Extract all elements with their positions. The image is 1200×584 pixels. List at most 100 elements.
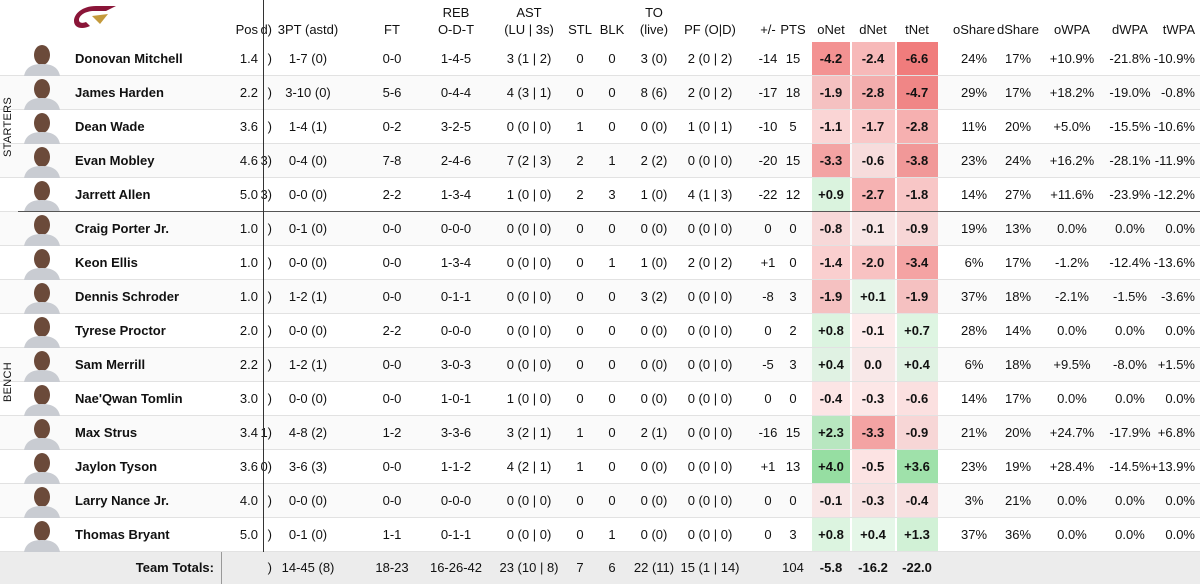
stat-cell: -14 bbox=[758, 51, 778, 66]
stat-cell: 0-1-1 bbox=[440, 527, 472, 542]
net-cell-bg bbox=[852, 280, 895, 313]
clipped-cell: ) bbox=[267, 527, 272, 542]
stat-cell: 0 (0 | 0) bbox=[687, 357, 733, 372]
player-name: Tyrese Proctor bbox=[75, 323, 166, 338]
net-value: -3.4 bbox=[905, 255, 929, 270]
stat-cell: 5.0 bbox=[239, 187, 258, 202]
net-cell-bg bbox=[812, 348, 850, 381]
player-row bbox=[0, 246, 1200, 280]
stat-cell: 2 (0 | 2) bbox=[687, 85, 733, 100]
player-name: Sam Merrill bbox=[75, 357, 146, 372]
player-row bbox=[0, 42, 1200, 76]
stat-cell: 19% bbox=[960, 221, 988, 236]
stat-cell: 0 (0 | 0) bbox=[506, 119, 552, 134]
stat-cell: 0-0 (0) bbox=[288, 493, 328, 508]
column-header: tNet bbox=[905, 22, 929, 37]
stat-cell: 2-4-6 bbox=[440, 153, 472, 168]
net-cell-bg bbox=[897, 144, 938, 177]
player-name: James Harden bbox=[75, 85, 164, 100]
net-value: -0.4 bbox=[819, 391, 843, 406]
stat-cell: 0 bbox=[764, 323, 772, 338]
stat-cell: 17% bbox=[1004, 391, 1032, 406]
player-name: Dean Wade bbox=[75, 119, 145, 134]
stat-cell: -16 bbox=[758, 425, 778, 440]
player-name: Dennis Schroder bbox=[75, 289, 180, 304]
stat-cell: +24.7% bbox=[1049, 425, 1095, 440]
stat-cell: 1-2 (1) bbox=[288, 357, 328, 372]
stat-cell: 0-0-0 bbox=[440, 493, 472, 508]
stat-cell: 0.0% bbox=[1165, 391, 1195, 406]
stat-cell: 3.6 bbox=[239, 459, 258, 474]
stat-cell: 0-0 bbox=[382, 255, 402, 270]
column-header: (live) bbox=[639, 22, 669, 37]
stat-cell: -12.4% bbox=[1109, 255, 1151, 270]
stat-cell: 2 bbox=[576, 153, 584, 168]
net-value: -0.8 bbox=[819, 221, 843, 236]
net-cell-bg bbox=[897, 212, 938, 245]
column-header: (LU | 3s) bbox=[504, 22, 554, 37]
stat-cell: 0 bbox=[608, 391, 616, 406]
stat-cell: 4.0 bbox=[239, 493, 258, 508]
column-header: FT bbox=[384, 22, 400, 37]
stat-cell: 0 bbox=[608, 493, 616, 508]
column-header: PF (O|D) bbox=[684, 22, 736, 37]
net-cell-bg bbox=[812, 42, 850, 75]
stat-cell: 0 (0) bbox=[640, 527, 668, 542]
stat-cell: 0.0% bbox=[1115, 391, 1145, 406]
stat-cell: 0.0% bbox=[1165, 221, 1195, 236]
stat-cell: 0.0% bbox=[1165, 323, 1195, 338]
stat-cell: 3 bbox=[789, 289, 797, 304]
stat-cell: 2 (2) bbox=[640, 153, 668, 168]
totals-cell: -16.2 bbox=[858, 560, 888, 575]
net-cell-bg bbox=[852, 484, 895, 517]
net-cell-bg bbox=[852, 382, 895, 415]
net-cell-bg bbox=[812, 314, 850, 347]
net-value: -4.2 bbox=[819, 51, 843, 66]
stat-cell: -28.1% bbox=[1109, 153, 1151, 168]
stat-cell: 24% bbox=[1004, 153, 1032, 168]
stat-cell: 0-0 bbox=[382, 459, 402, 474]
stat-cell: 1.0 bbox=[239, 255, 258, 270]
stat-cell: 0-0 bbox=[382, 357, 402, 372]
net-value: -3.3 bbox=[861, 425, 885, 440]
totals-cell: -22.0 bbox=[902, 560, 932, 575]
stat-cell: 2 (1) bbox=[640, 425, 668, 440]
stat-cell: -20 bbox=[758, 153, 778, 168]
net-cell-bg bbox=[897, 246, 938, 279]
stat-cell: 0 (0 | 0) bbox=[506, 255, 552, 270]
stat-cell: -23.9% bbox=[1109, 187, 1151, 202]
net-cell-bg bbox=[812, 518, 850, 551]
stat-cell: 1-1 bbox=[382, 527, 402, 542]
player-photo bbox=[24, 45, 60, 76]
stat-cell: 28% bbox=[960, 323, 988, 338]
totals-cell: 104 bbox=[782, 560, 804, 575]
player-photo bbox=[24, 147, 60, 178]
stat-cell: 11% bbox=[961, 119, 987, 134]
net-value: -0.1 bbox=[861, 221, 885, 236]
clipped-cell: 3) bbox=[260, 153, 272, 168]
stat-cell: 17% bbox=[1004, 255, 1032, 270]
stat-cell: 1-7 (0) bbox=[288, 51, 328, 66]
net-value: -1.1 bbox=[819, 119, 843, 134]
net-cell-bg bbox=[897, 314, 938, 347]
net-value: 0.0 bbox=[863, 357, 883, 372]
player-photo bbox=[24, 521, 60, 552]
stat-cell: 0 bbox=[789, 493, 797, 508]
net-cell-bg bbox=[852, 314, 895, 347]
player-photo bbox=[24, 249, 60, 280]
clipped-cell: ) bbox=[267, 51, 272, 66]
stat-cell: 1 (0 | 0) bbox=[506, 391, 552, 406]
stat-cell: +1 bbox=[760, 459, 776, 474]
stat-cell: 18 bbox=[785, 85, 801, 100]
net-value: +3.6 bbox=[904, 459, 930, 474]
stat-cell: -3.6% bbox=[1161, 289, 1195, 304]
totals-cell: -5.8 bbox=[819, 560, 843, 575]
stat-cell: 0 (0) bbox=[640, 391, 668, 406]
net-cell-bg bbox=[852, 212, 895, 245]
player-photo bbox=[24, 351, 60, 382]
column-header: dShare bbox=[997, 22, 1039, 37]
player-name: Jaylon Tyson bbox=[75, 459, 158, 474]
stat-cell: 0 (0 | 0) bbox=[506, 357, 552, 372]
net-cell-bg bbox=[852, 518, 895, 551]
